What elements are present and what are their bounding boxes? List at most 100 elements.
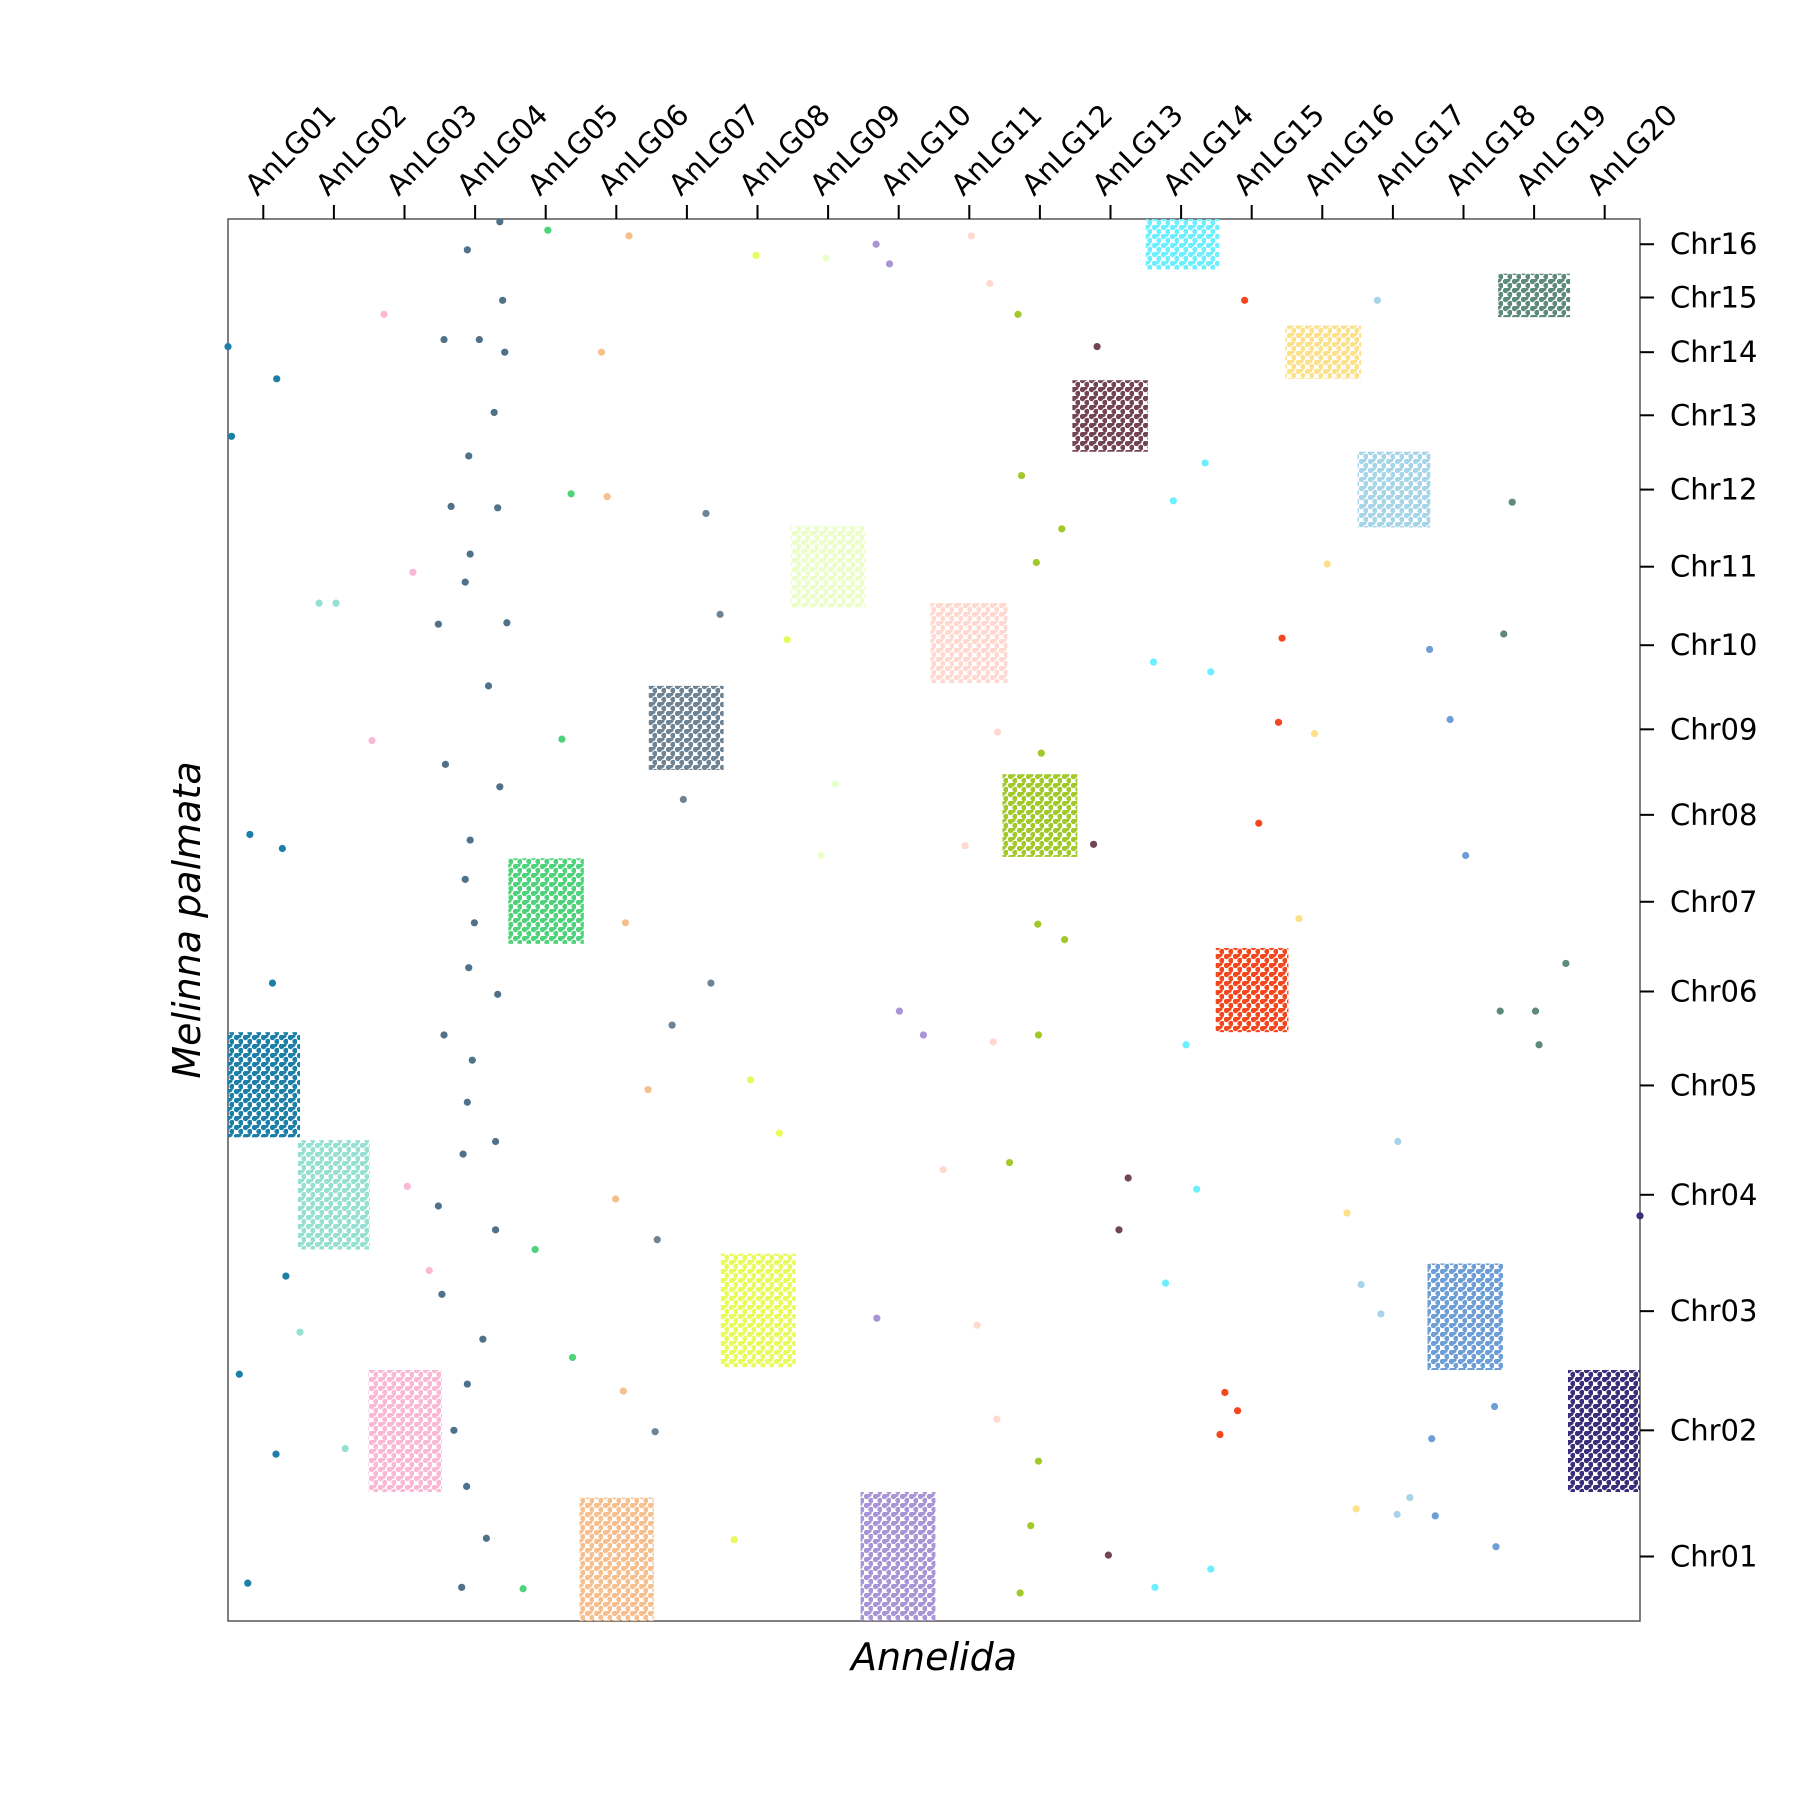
- ortholog-dot: [746, 1076, 755, 1084]
- ortholog-dot: [1531, 1007, 1540, 1015]
- ortholog-dot: [282, 1272, 290, 1280]
- ortholog-dot: [1124, 1174, 1132, 1182]
- ortholog-dot: [1377, 1310, 1385, 1318]
- ortholog-dot: [1014, 310, 1022, 318]
- ortholog-dot: [1193, 1185, 1201, 1193]
- ortholog-dot: [1426, 645, 1434, 654]
- ortholog-dot: [1508, 498, 1516, 506]
- ortholog-dot: [1373, 296, 1381, 304]
- ortholog-dot: [1431, 1512, 1439, 1520]
- ortholog-dot: [1061, 936, 1069, 944]
- ortholog-dot: [484, 682, 493, 690]
- ortholog-dot: [1017, 471, 1026, 480]
- ortholog-dot: [1093, 342, 1101, 351]
- ortholog-dot: [619, 1387, 627, 1395]
- ortholog-dot: [246, 830, 254, 839]
- synteny-block: [930, 603, 1008, 684]
- ortholog-dot: [496, 783, 504, 791]
- ortholog-dot: [625, 232, 633, 240]
- ortholog-dot: [465, 452, 473, 460]
- ortholog-dot: [273, 375, 281, 383]
- ortholog-dot: [1034, 1457, 1043, 1465]
- y-tick-label: Chr10: [1670, 628, 1757, 662]
- ortholog-dot: [459, 1150, 467, 1158]
- ortholog-dot: [332, 599, 340, 607]
- ortholog-dot: [227, 432, 236, 440]
- ortholog-dot: [531, 1245, 539, 1254]
- ortholog-dot: [272, 1450, 280, 1458]
- y-tick-label: Chr07: [1670, 885, 1757, 919]
- synteny-block: [1357, 451, 1431, 528]
- ortholog-dot: [783, 636, 791, 644]
- y-tick-label: Chr12: [1670, 473, 1757, 507]
- ortholog-dot: [479, 1335, 487, 1343]
- ortholog-dot: [1115, 1226, 1123, 1234]
- ortholog-dot: [752, 251, 760, 260]
- ortholog-dot: [463, 1098, 471, 1106]
- ortholog-dot: [268, 979, 277, 987]
- ortholog-dot: [461, 875, 469, 883]
- y-tick-label: Chr02: [1670, 1413, 1757, 1447]
- ortholog-dot: [491, 1226, 500, 1234]
- ortholog-dot: [482, 1534, 490, 1542]
- ortholog-dot: [885, 260, 894, 268]
- ortholog-dot: [441, 760, 450, 768]
- ortholog-dot: [1295, 914, 1303, 923]
- ortholog-dot: [961, 842, 969, 850]
- ortholog-dot: [872, 240, 880, 248]
- ortholog-dot: [993, 1415, 1001, 1423]
- ortholog-dot: [519, 1585, 527, 1593]
- ortholog-dot: [1233, 1407, 1242, 1415]
- ortholog-dot: [831, 780, 839, 788]
- y-tick-label: Chr16: [1670, 227, 1757, 261]
- y-tick-label: Chr09: [1670, 712, 1757, 746]
- ortholog-dot: [1207, 1565, 1215, 1573]
- ortholog-dot: [425, 1266, 433, 1275]
- ortholog-dot: [503, 619, 511, 627]
- ortholog-dot: [1343, 1209, 1351, 1217]
- ortholog-dot: [1169, 497, 1177, 505]
- y-tick-label: Chr08: [1670, 798, 1757, 832]
- ortholog-dot: [1201, 459, 1209, 467]
- y-tick-label: Chr11: [1670, 550, 1757, 584]
- synteny-block: [1498, 273, 1571, 318]
- ortholog-dot: [438, 1290, 446, 1298]
- ortholog-dot: [1310, 729, 1319, 738]
- synteny-block: [508, 858, 584, 944]
- y-tick-label: Chr05: [1670, 1068, 1757, 1102]
- ortholog-dot: [1274, 718, 1283, 726]
- ortholog-dot: [440, 1031, 448, 1039]
- ortholog-dot: [679, 795, 687, 804]
- ortholog-dot: [967, 232, 976, 240]
- synteny-block: [579, 1497, 654, 1621]
- ortholog-dot: [730, 1536, 738, 1544]
- ortholog-dot: [568, 1353, 577, 1362]
- ortholog-dot: [490, 408, 498, 417]
- ortholog-dot: [939, 1165, 947, 1174]
- ortholog-dot: [368, 736, 376, 745]
- ortholog-dot: [450, 1426, 458, 1434]
- synteny-block: [1002, 774, 1078, 857]
- ortholog-dot: [1037, 749, 1045, 757]
- ortholog-dot: [1058, 525, 1066, 533]
- ortholog-dot: [315, 599, 323, 607]
- ortholog-dot: [461, 578, 469, 586]
- ortholog-dot: [895, 1007, 904, 1015]
- ortholog-dot: [1207, 668, 1215, 676]
- ortholog-dot: [1394, 1137, 1402, 1146]
- ortholog-dot: [409, 568, 417, 576]
- ortholog-dot: [1352, 1505, 1360, 1513]
- ortholog-dot: [1016, 1589, 1024, 1597]
- synteny-block: [790, 526, 866, 608]
- ortholog-dot: [465, 964, 473, 972]
- ortholog-dot: [603, 492, 611, 501]
- ortholog-dot: [463, 1380, 471, 1388]
- ortholog-dot: [466, 836, 474, 844]
- ortholog-dot: [1357, 1280, 1365, 1289]
- y-axis-label: Melinna palmata: [165, 761, 209, 1078]
- ortholog-dot: [567, 490, 575, 498]
- ortholog-dot: [1089, 840, 1098, 848]
- ortholog-dot: [775, 1129, 783, 1137]
- ortholog-dot: [1406, 1494, 1414, 1502]
